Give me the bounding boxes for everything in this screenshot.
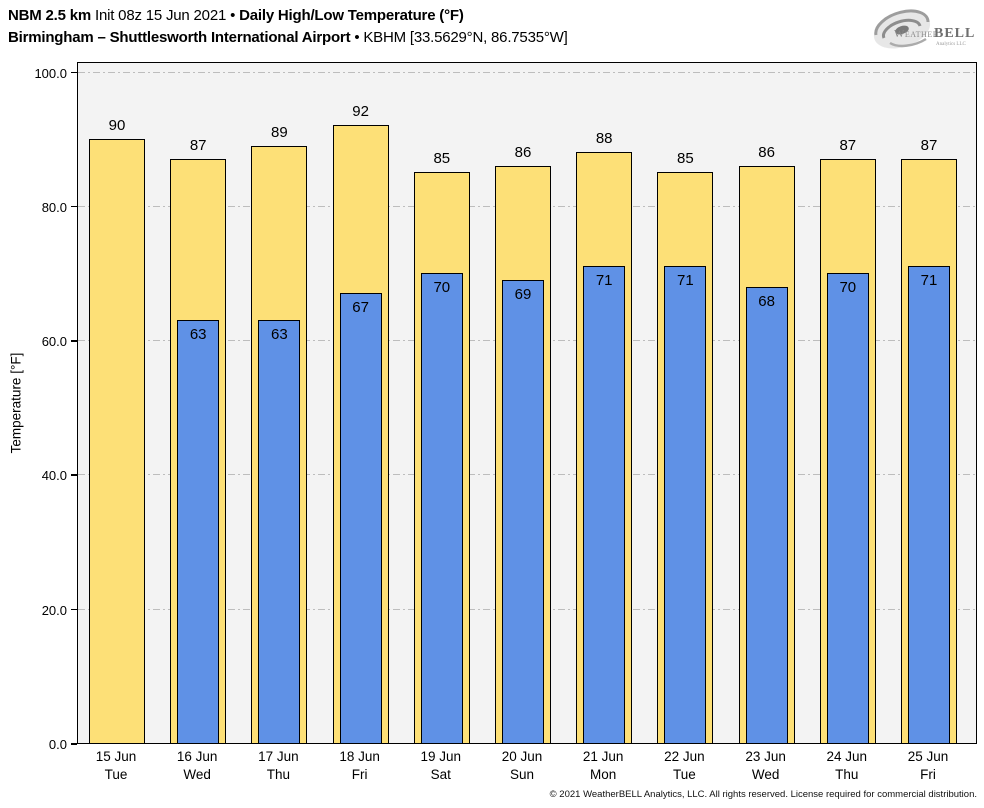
gridline-100.0	[78, 71, 976, 73]
y-tick-20.0	[71, 608, 77, 611]
copyright-notice: © 2021 WeatherBELL Analytics, LLC. All r…	[549, 789, 977, 800]
low-bar-22-Jun	[664, 266, 707, 743]
y-tick-label: 60.0	[41, 334, 67, 350]
model-name: NBM 2.5 km	[8, 7, 92, 24]
product-title: Daily High/Low Temperature (°F)	[239, 7, 464, 24]
low-value-label: 71	[595, 272, 613, 290]
x-tick-weekday: Mon	[590, 767, 617, 782]
chart-area: Temperature [°F] 90 87 63 89 63 92 67 85 70 86 69 8…	[8, 62, 977, 784]
x-tick-label-21-Jun: 21 Jun Mon	[558, 748, 648, 784]
x-tick-date: 15 Jun	[95, 749, 137, 764]
x-tick-label-22-Jun: 22 Jun Tue	[639, 748, 729, 784]
plot-area: 90 87 63 89 63 92 67 85 70 86 69 88 71 85 71 86 68 87 70 87…	[77, 62, 977, 744]
x-tick-weekday: Thu	[835, 767, 859, 782]
y-tick-100.0	[71, 71, 77, 74]
x-tick-label-20-Jun: 20 Jun Sun	[477, 748, 567, 784]
x-tick-label-18-Jun: 18 Jun Fri	[315, 748, 405, 784]
x-tick-weekday: Tue	[104, 767, 128, 782]
low-bar-18-Jun	[339, 293, 382, 743]
low-value-label: 71	[677, 272, 694, 290]
low-value-label: 67	[352, 299, 369, 317]
y-tick-label: 40.0	[41, 468, 67, 484]
x-tick-date: 24 Jun	[826, 749, 868, 764]
x-tick-date: 19 Jun	[420, 749, 462, 764]
low-bar-16-Jun	[177, 320, 220, 743]
x-tick-label-16-Jun: 16 Jun Wed	[152, 748, 242, 784]
y-tick-label: 80.0	[41, 199, 67, 215]
x-tick-date: 17 Jun	[258, 749, 299, 764]
y-tick-40.0	[71, 474, 77, 476]
y-tick-label: 0.0	[48, 737, 67, 752]
chart-header: NBM 2.5 km Init 08z 15 Jun 2021 • Daily …	[0, 0, 984, 58]
low-bar-17-Jun	[258, 320, 301, 743]
x-tick-date: 21 Jun	[582, 749, 624, 764]
x-tick-label-19-Jun: 19 Jun Sat	[396, 748, 486, 784]
title-line-1: NBM 2.5 km Init 08z 15 Jun 2021 • Daily …	[8, 7, 464, 24]
y-axis-label: Temperature [°F]	[8, 352, 24, 454]
low-bar-23-Jun	[745, 286, 788, 743]
x-tick-weekday: Fri	[920, 767, 936, 782]
low-bar-19-Jun	[420, 273, 463, 743]
low-bar-25-Jun	[908, 266, 950, 743]
y-tick-80.0	[71, 205, 77, 208]
high-value-label: 87	[189, 137, 207, 155]
x-tick-weekday: Wed	[183, 767, 211, 782]
title-line-2: Birmingham – Shuttlesworth International…	[8, 29, 568, 46]
high-value-label: 87	[920, 137, 938, 155]
low-value-label: 63	[271, 326, 288, 344]
high-value-label: 92	[352, 103, 369, 121]
logo-bell-text: BELL	[934, 26, 975, 41]
logo-analytics-text: Analytics LLC	[936, 42, 967, 47]
y-tick-label: 20.0	[41, 602, 67, 618]
x-tick-label-24-Jun: 24 Jun Thu	[802, 748, 892, 784]
x-tick-date: 25 Jun	[907, 749, 949, 764]
low-value-label: 71	[920, 272, 938, 290]
station-id: KBHM [33.5629°N, 86.7535°W]	[363, 29, 568, 46]
low-value-label: 68	[758, 292, 775, 310]
x-tick-date: 23 Jun	[745, 749, 786, 764]
high-value-label: 88	[595, 130, 613, 148]
weatherbell-logo: Weather BELL Analytics LLC	[873, 9, 975, 49]
logo-weather-text: Weather	[894, 28, 939, 40]
low-value-label: 70	[839, 279, 857, 297]
low-bar-24-Jun	[826, 273, 869, 743]
x-tick-date: 16 Jun	[176, 749, 218, 764]
high-value-label: 90	[108, 116, 126, 134]
x-tick-label-23-Jun: 23 Jun Wed	[721, 748, 811, 784]
low-value-label: 69	[514, 285, 532, 303]
y-tick-label: 100.0	[34, 65, 67, 81]
x-tick-label-15-Jun: 15 Jun Tue	[71, 748, 161, 784]
init-time: Init 08z 15 Jun 2021	[95, 7, 227, 24]
x-tick-date: 20 Jun	[501, 749, 543, 764]
x-tick-weekday: Fri	[351, 767, 368, 782]
high-value-label: 85	[433, 150, 451, 168]
x-tick-date: 18 Jun	[339, 749, 380, 764]
x-tick-label-17-Jun: 17 Jun Thu	[233, 748, 323, 784]
x-tick-date: 22 Jun	[664, 749, 705, 764]
hurricane-swirl-icon	[873, 9, 931, 49]
y-tick-60.0	[71, 340, 77, 342]
bullet-separator: •	[354, 29, 360, 46]
x-tick-weekday: Thu	[266, 767, 291, 782]
high-value-label: 86	[514, 143, 532, 161]
x-tick-weekday: Wed	[751, 767, 780, 782]
high-value-label: 87	[839, 137, 857, 155]
x-tick-weekday: Sun	[509, 767, 535, 782]
high-value-label: 85	[677, 150, 694, 168]
high-bar-15-Jun	[89, 138, 145, 743]
x-tick-weekday: Tue	[673, 767, 696, 782]
y-tick-0.0	[71, 743, 77, 745]
x-tick-label-25-Jun: 25 Jun Fri	[883, 748, 973, 784]
low-bar-20-Jun	[502, 279, 544, 743]
low-bar-21-Jun	[583, 266, 626, 743]
bullet-separator: •	[230, 7, 236, 24]
high-value-label: 86	[758, 143, 775, 161]
high-value-label: 89	[271, 123, 288, 141]
station-name: Birmingham – Shuttlesworth International…	[8, 29, 351, 46]
low-value-label: 70	[433, 279, 451, 297]
x-tick-weekday: Sat	[430, 767, 451, 782]
low-value-label: 63	[189, 326, 207, 344]
